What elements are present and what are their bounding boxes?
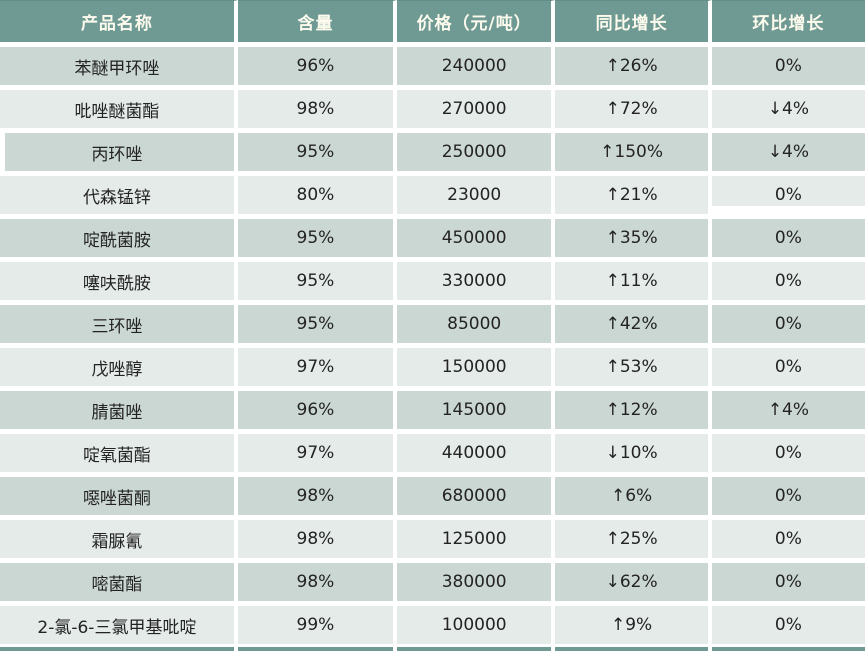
table-cell: 0% xyxy=(711,563,865,601)
table-cell: 100000 xyxy=(397,606,556,644)
table-cell: ↑12% xyxy=(555,391,712,429)
table-cell: ↑72% xyxy=(555,90,712,128)
table-cell: ↑53% xyxy=(555,348,712,386)
product-name-cell: 戊唑醇 xyxy=(0,348,238,386)
table-cell: 680000 xyxy=(397,477,556,515)
table-cell: ↓4% xyxy=(711,133,865,171)
table-cell: 240000 xyxy=(397,47,556,85)
table-row: 腈菌唑 96% 145000 ↑12% ↑4% xyxy=(0,391,865,429)
table-cell: ↑21% xyxy=(555,176,712,214)
header-cell: 产品名称 xyxy=(0,0,238,42)
table-cell: ↑35% xyxy=(555,219,712,257)
table-cell: ↑26% xyxy=(555,47,712,85)
footer-cell xyxy=(397,647,556,651)
table-cell: 95% xyxy=(237,305,398,343)
product-name-cell: 丙环唑 xyxy=(0,133,238,171)
table-row: 噁唑菌酮 98% 680000 ↑6% 0% xyxy=(0,477,865,515)
table-cell: 0% xyxy=(711,520,865,558)
table-cell: ↓62% xyxy=(555,563,712,601)
table-cell: 450000 xyxy=(397,219,556,257)
table-row: 啶酰菌胺 95% 450000 ↑35% 0% xyxy=(0,219,865,257)
product-name-cell: 三环唑 xyxy=(0,305,238,343)
product-name-cell: 腈菌唑 xyxy=(0,391,238,429)
table-cell: ↑9% xyxy=(555,606,712,644)
header-cell: 含量 xyxy=(237,0,398,42)
table-row: 三环唑 95% 85000 ↑42% 0% xyxy=(0,305,865,343)
table-cell: ↓4% xyxy=(711,90,865,128)
footer-cell xyxy=(555,647,712,651)
table-cell: 98% xyxy=(237,477,398,515)
product-name-cell: 2-氯-6-三氯甲基吡啶 xyxy=(0,606,238,644)
table-cell: ↑11% xyxy=(555,262,712,300)
table-cell: 0% xyxy=(711,434,865,472)
table-cell: 0% xyxy=(711,176,865,214)
product-name-cell: 啶氧菌酯 xyxy=(0,434,238,472)
table-cell: ↑150% xyxy=(555,133,712,171)
table-cell: ↑42% xyxy=(555,305,712,343)
table-cell: 0% xyxy=(711,219,865,257)
product-name-cell: 嘧菌酯 xyxy=(0,563,238,601)
table-row: 噻呋酰胺 95% 330000 ↑11% 0% xyxy=(0,262,865,300)
table-row: 代森锰锌 80% 23000 ↑21% 0% xyxy=(0,176,865,214)
table-cell: 440000 xyxy=(397,434,556,472)
table-cell: 0% xyxy=(711,477,865,515)
table-cell: ↓10% xyxy=(555,434,712,472)
table-cell: 97% xyxy=(237,348,398,386)
table-cell: 0% xyxy=(711,305,865,343)
table-row: 戊唑醇 97% 150000 ↑53% 0% xyxy=(0,348,865,386)
table-cell: 0% xyxy=(711,262,865,300)
table-cell: 270000 xyxy=(397,90,556,128)
table-cell: 97% xyxy=(237,434,398,472)
product-name-cell: 啶酰菌胺 xyxy=(0,219,238,257)
table-cell: 23000 xyxy=(397,176,556,214)
header-cell: 环比增长 xyxy=(711,0,865,42)
table-cell: 125000 xyxy=(397,520,556,558)
table-cell: ↑4% xyxy=(711,391,865,429)
table-cell: 99% xyxy=(237,606,398,644)
table-cell: 330000 xyxy=(397,262,556,300)
table-cell: ↑25% xyxy=(555,520,712,558)
table-cell: 95% xyxy=(237,133,398,171)
table-body: 苯醚甲环唑 96% 240000 ↑26% 0% 吡唑醚菌酯 98% 270000 ↑72% ↓4… xyxy=(0,47,865,644)
product-name-cell: 苯醚甲环唑 xyxy=(0,47,238,85)
table-cell: 80% xyxy=(237,176,398,214)
table-cell: 98% xyxy=(237,90,398,128)
table-cell: 0% xyxy=(711,47,865,85)
header-cell: 同比增长 xyxy=(555,0,712,42)
product-name-cell: 噻呋酰胺 xyxy=(0,262,238,300)
table-cell: 98% xyxy=(237,563,398,601)
table-cell: 150000 xyxy=(397,348,556,386)
table-row: 丙环唑 95% 250000 ↑150% ↓4% xyxy=(0,133,865,171)
table-header-row: 产品名称 含量 价格（元/吨） 同比增长 环比增长 xyxy=(0,0,865,42)
table-row: 苯醚甲环唑 96% 240000 ↑26% 0% xyxy=(0,47,865,85)
table-cell: 96% xyxy=(237,391,398,429)
table-row: 2-氯-6-三氯甲基吡啶 99% 100000 ↑9% 0% xyxy=(0,606,865,644)
table-row: 霜脲氰 98% 125000 ↑25% 0% xyxy=(0,520,865,558)
header-cell: 价格（元/吨） xyxy=(397,0,556,42)
product-name-cell: 霜脲氰 xyxy=(0,520,238,558)
table-row: 吡唑醚菌酯 98% 270000 ↑72% ↓4% xyxy=(0,90,865,128)
table-cell: 95% xyxy=(237,219,398,257)
footer-cell xyxy=(711,647,865,651)
table-cell: 98% xyxy=(237,520,398,558)
product-name-cell: 噁唑菌酮 xyxy=(0,477,238,515)
table-cell: 96% xyxy=(237,47,398,85)
footer-cell xyxy=(0,647,238,651)
table-cell: 95% xyxy=(237,262,398,300)
table-row: 嘧菌酯 98% 380000 ↓62% 0% xyxy=(0,563,865,601)
table-cell: 250000 xyxy=(397,133,556,171)
product-name-cell: 吡唑醚菌酯 xyxy=(0,90,238,128)
table-cell: 380000 xyxy=(397,563,556,601)
table-cell: 85000 xyxy=(397,305,556,343)
table-cell: 0% xyxy=(711,606,865,644)
next-row-sliver xyxy=(0,647,865,651)
footer-cell xyxy=(237,647,398,651)
table-row: 啶氧菌酯 97% 440000 ↓10% 0% xyxy=(0,434,865,472)
table-cell: 145000 xyxy=(397,391,556,429)
table-cell: ↑6% xyxy=(555,477,712,515)
table-cell: 0% xyxy=(711,348,865,386)
product-name-cell: 代森锰锌 xyxy=(0,176,238,214)
